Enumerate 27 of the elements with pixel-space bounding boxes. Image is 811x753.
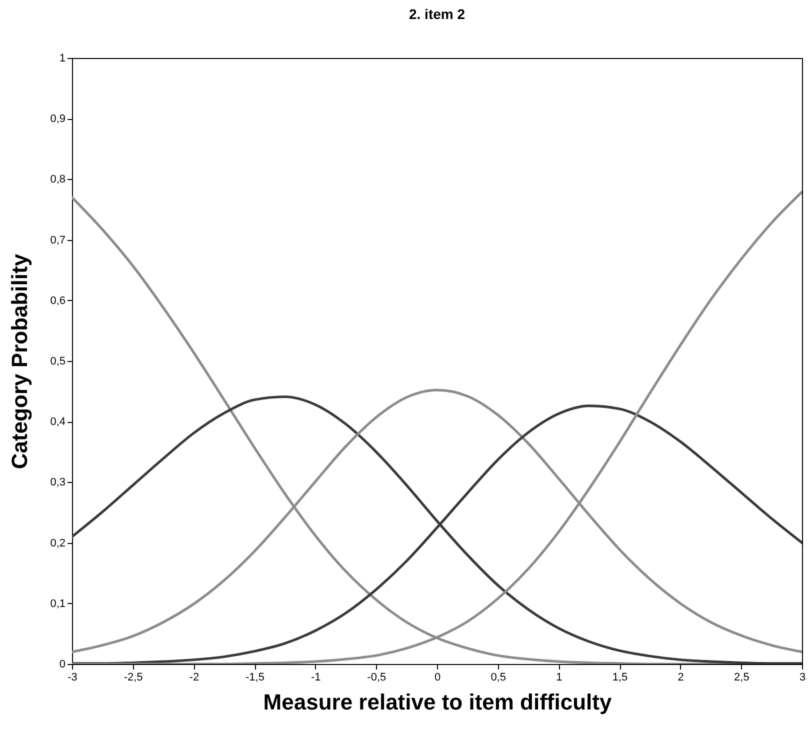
x-tick-label: -3 [68,672,78,684]
y-tick-label: 0,1 [50,598,66,610]
y-tick-label: 0,6 [50,294,66,307]
x-tick-label: 0,5 [490,672,506,684]
y-tick-label: 0,5 [50,356,66,368]
y-tick-label: 0 [59,658,66,670]
y-tick-label: 0,8 [50,174,66,186]
y-axis-title: Category Probability [7,253,32,470]
x-tick-label: 0 [434,672,441,684]
x-axis-title: Measure relative to item difficulty [263,690,612,714]
x-tick-label: 1 [556,672,562,684]
y-tick-label: 0,7 [50,234,66,246]
y-tick-label: 0,2 [50,537,66,550]
y-tick-label: 0,9 [50,113,66,126]
x-tick-label: 1,5 [612,672,628,684]
x-tick-label: -2 [189,672,200,684]
x-tick-label: 3 [799,672,806,684]
x-tick-label: -2,5 [124,672,143,684]
x-tick-label: 2,5 [734,672,750,684]
y-tick-label: 1 [59,52,66,64]
x-tick-label: -1 [310,672,321,684]
x-tick-label: -1,5 [246,672,264,684]
chart-title: 2. item 2 [408,6,466,22]
x-tick-label: -0,5 [367,672,386,684]
x-tick-label: 2 [678,672,684,684]
y-tick-label: 0,3 [50,476,66,489]
y-tick-label: 0,4 [50,416,66,428]
